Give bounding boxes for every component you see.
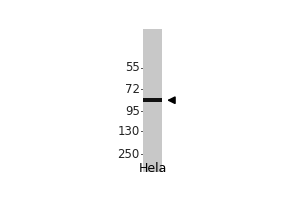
Bar [143,98,162,102]
Text: 130: 130 [118,125,140,138]
Text: 250: 250 [118,148,140,161]
Bar [143,29,162,172]
Text: 72: 72 [125,83,140,96]
Text: Hela: Hela [138,162,167,175]
Text: 55: 55 [125,61,140,74]
Text: 95: 95 [125,105,140,118]
